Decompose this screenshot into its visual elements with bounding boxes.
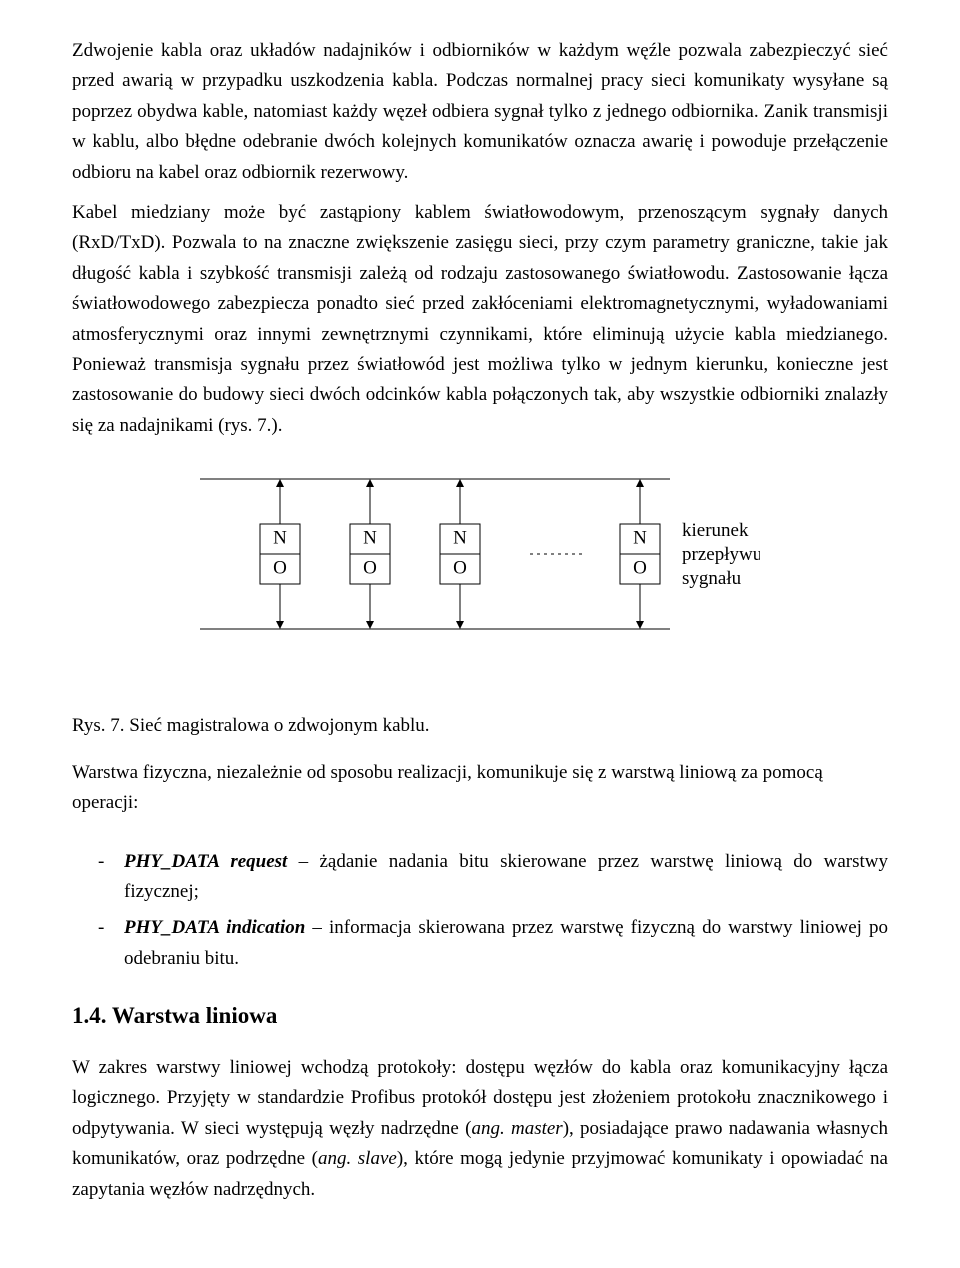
ops-name-request: PHY_DATA request [124,851,287,872]
ang-slave: ang. slave [318,1148,397,1169]
ops-item-indication: PHY_DATA indication – informacja skierow… [72,913,888,974]
svg-text:O: O [273,557,287,578]
paragraph-1: Zdwojenie kabla oraz układów nadajników … [72,36,888,188]
svg-text:O: O [363,557,377,578]
svg-text:N: N [633,527,647,548]
figure-7-caption: Rys. 7. Sieć magistralowa o zdwojonym ka… [72,711,888,741]
ops-name-indication: PHY_DATA indication [124,917,305,938]
ops-intro: Warstwa fizyczna, niezależnie od sposobu… [72,758,888,819]
svg-text:N: N [453,527,467,548]
paragraph-3: W zakres warstwy liniowej wchodzą protok… [72,1053,888,1205]
svg-text:sygnału: sygnału [682,568,742,589]
svg-text:O: O [453,557,467,578]
paragraph-2: Kabel miedziany może być zastąpiony kabl… [72,198,888,441]
svg-text:N: N [363,527,377,548]
ang-master: ang. master [471,1118,562,1139]
ops-item-request: PHY_DATA request – żądanie nadania bitu … [72,847,888,908]
svg-text:przepływu: przepływu [682,544,760,565]
ops-list: PHY_DATA request – żądanie nadania bitu … [72,847,888,975]
svg-text:N: N [273,527,287,548]
svg-text:kierunek: kierunek [682,520,749,541]
svg-text:O: O [633,557,647,578]
section-heading-1-4: 1.4. Warstwa liniowa [72,998,888,1035]
figure-7: NONONONOkierunekprzepływusygnału [72,459,888,659]
figure-7-svg: NONONONOkierunekprzepływusygnału [200,459,760,649]
page: Zdwojenie kabla oraz układów nadajników … [0,0,960,1268]
